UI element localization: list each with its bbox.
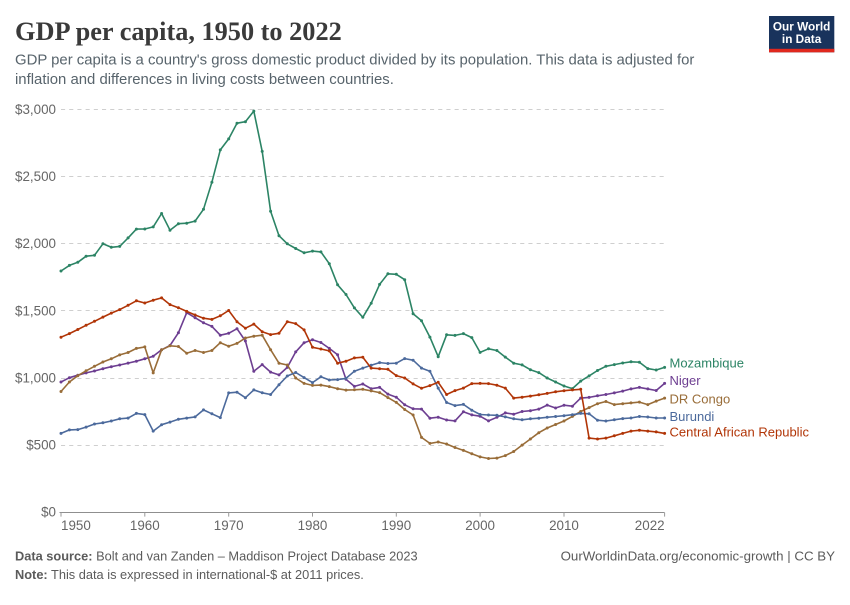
svg-text:Note: This data is expressed i: Note: This data is expressed in internat… [15, 567, 364, 582]
svg-text:GDP per capita is a country's: GDP per capita is a country's gross dome… [15, 53, 694, 69]
svg-text:OurWorldinData.org/economic-gr: OurWorldinData.org/economic-growth | CC … [561, 549, 836, 564]
svg-text:DR Congo: DR Congo [670, 391, 731, 406]
svg-text:$2,000: $2,000 [15, 236, 56, 251]
svg-text:Burundi: Burundi [670, 409, 715, 424]
svg-text:Data source: Bolt and van Zand: Data source: Bolt and van Zanden – Maddi… [15, 549, 418, 564]
svg-text:$0: $0 [41, 504, 56, 519]
svg-text:$3,000: $3,000 [15, 102, 56, 117]
svg-text:Central African Republic: Central African Republic [670, 425, 810, 440]
svg-text:2010: 2010 [549, 518, 579, 533]
svg-text:1950: 1950 [61, 518, 91, 533]
svg-text:2022: 2022 [635, 518, 665, 533]
svg-text:1960: 1960 [130, 518, 160, 533]
svg-text:$2,500: $2,500 [15, 169, 56, 184]
svg-text:$500: $500 [26, 437, 56, 452]
svg-text:Our World: Our World [773, 20, 830, 34]
svg-text:2000: 2000 [465, 518, 495, 533]
svg-text:GDP per capita, 1950 to 2022: GDP per capita, 1950 to 2022 [15, 17, 342, 46]
svg-text:Mozambique: Mozambique [670, 356, 744, 371]
svg-text:$1,000: $1,000 [15, 370, 56, 385]
svg-text:$1,500: $1,500 [15, 303, 56, 318]
svg-text:in Data: in Data [782, 32, 822, 46]
svg-text:Niger: Niger [670, 373, 702, 388]
svg-text:1980: 1980 [298, 518, 328, 533]
svg-text:1970: 1970 [214, 518, 244, 533]
svg-text:1990: 1990 [381, 518, 411, 533]
svg-text:inflation and differences in l: inflation and differences in living cost… [15, 72, 394, 88]
